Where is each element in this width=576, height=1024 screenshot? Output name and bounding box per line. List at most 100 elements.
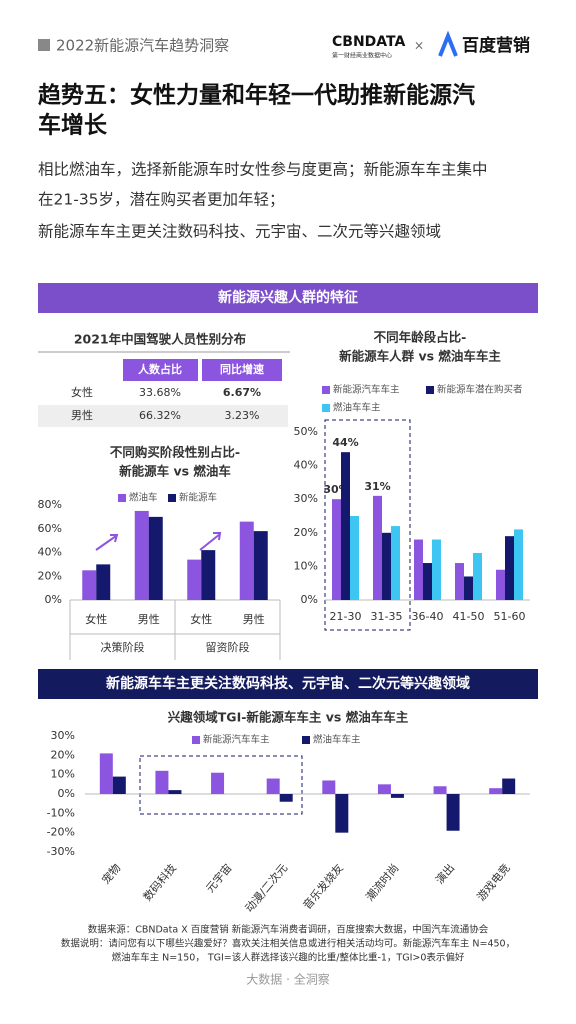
title: 车增长 bbox=[38, 112, 108, 139]
x-tick-label: 女性 bbox=[190, 612, 212, 626]
table-header: 人数占比 bbox=[138, 362, 182, 376]
header-icon bbox=[38, 39, 50, 51]
section-band bbox=[38, 283, 538, 313]
bar bbox=[390, 794, 404, 798]
y-tick-label: -30% bbox=[47, 845, 75, 858]
times: × bbox=[414, 39, 424, 53]
y-tick-label: 40% bbox=[294, 459, 318, 472]
y-tick-label: 80% bbox=[38, 498, 62, 511]
bar bbox=[335, 794, 349, 833]
x-tick-label: 51-60 bbox=[494, 610, 526, 623]
bar bbox=[279, 794, 293, 802]
bar bbox=[322, 780, 336, 794]
x-tick-label: 男性 bbox=[243, 612, 265, 626]
bar bbox=[414, 539, 423, 600]
table-cell: 女性 bbox=[71, 385, 93, 399]
x-tick-label: 音乐发烧友 bbox=[300, 861, 346, 912]
value-label: 44% bbox=[332, 436, 358, 449]
body-text: 在21-35岁，潜在购买者更加年轻； bbox=[38, 191, 285, 209]
x-tick-label: 36-40 bbox=[412, 610, 444, 623]
arrow bbox=[95, 534, 119, 551]
x-tick-label: 女性 bbox=[85, 612, 107, 626]
section-title: 新能源兴趣人群的特征 bbox=[218, 289, 358, 306]
chart-title: 新能源车人群 vs 燃油车车主 bbox=[339, 349, 501, 364]
x-tick-label: 宠物 bbox=[99, 861, 124, 887]
legend-label: 新能源车 bbox=[179, 492, 217, 504]
y-tick-label: 10% bbox=[51, 768, 75, 781]
bar bbox=[377, 784, 391, 794]
body-text: 新能源车车主更关注数码科技、元宇宙、二次元等兴趣领域 bbox=[38, 223, 441, 241]
bar bbox=[502, 778, 516, 794]
bar bbox=[382, 532, 391, 600]
x-tick-label: 演出 bbox=[432, 861, 457, 887]
bar bbox=[473, 552, 482, 600]
bar bbox=[332, 499, 341, 600]
y-tick-label: 30% bbox=[51, 729, 75, 742]
highlight-box bbox=[139, 755, 303, 815]
group-label: 决策阶段 bbox=[101, 640, 145, 654]
x-tick-label: 41-50 bbox=[453, 610, 485, 623]
y-tick-label: 10% bbox=[294, 559, 318, 572]
x-tick-label: 21-30 bbox=[330, 610, 362, 623]
footnote: 数据说明：请问您有以下哪些兴趣爱好？喜欢关注相关信息或进行相关活动均可。新能源汽… bbox=[61, 938, 515, 950]
bar bbox=[134, 510, 149, 600]
y-tick-label: 20% bbox=[51, 748, 75, 761]
footnote: 燃油车车主 N=150， TGI=该人群选择该兴趣的比重/整体比重-1，TGI>… bbox=[112, 952, 465, 964]
table-title: 2021年中国驾驶人员性别分布 bbox=[74, 332, 247, 347]
bar bbox=[112, 776, 126, 794]
legend-label: 燃油车车主 bbox=[313, 734, 361, 746]
y-tick-label: 30% bbox=[294, 492, 318, 505]
legend-swatch bbox=[322, 404, 330, 412]
x-tick-label: 男性 bbox=[138, 612, 160, 626]
table-row-bg bbox=[38, 405, 288, 427]
bar bbox=[99, 753, 113, 794]
bar bbox=[341, 452, 350, 600]
legend-swatch bbox=[302, 736, 310, 744]
legend-label: 燃油车车主 bbox=[333, 402, 381, 414]
table-cell: 66.32% bbox=[139, 409, 181, 422]
bar bbox=[433, 786, 447, 794]
section-band bbox=[38, 669, 538, 699]
table-header-cell bbox=[202, 359, 282, 381]
logo: CBNDATA bbox=[332, 34, 405, 50]
report-name: 2022新能源汽车趋势洞察 bbox=[56, 37, 229, 55]
chart-title: 兴趣领域TGI-新能源车车主 vs 燃油车车主 bbox=[168, 710, 409, 725]
bar bbox=[82, 570, 97, 600]
legend-label: 新能源汽车车主 bbox=[203, 734, 270, 746]
logo: 百度营销 bbox=[462, 35, 530, 56]
y-tick-label: 20% bbox=[294, 526, 318, 539]
table-cell: 6.67% bbox=[223, 386, 261, 399]
x-tick-label: 游戏电竞 bbox=[474, 861, 513, 904]
bar bbox=[446, 794, 460, 831]
bar bbox=[211, 772, 225, 794]
footnote: 数据来源：CBNData X 百度营销 新能源汽车消费者调研，百度搜索大数据，中… bbox=[88, 924, 489, 936]
table-cell: 33.68% bbox=[139, 386, 181, 399]
body-text: 相比燃油车，选择新能源车时女性参与度更高；新能源车车主集中 bbox=[38, 160, 488, 179]
section-title: 新能源车车主更关注数码科技、元宇宙、二次元等兴趣领域 bbox=[106, 675, 470, 692]
y-tick-label: -20% bbox=[47, 826, 75, 839]
legend-swatch bbox=[168, 494, 176, 502]
bar bbox=[505, 536, 514, 600]
x-tick-label: 潮流时尚 bbox=[363, 861, 402, 904]
title: 趋势五：女性力量和年轻一代助推新能源汽 bbox=[38, 82, 475, 109]
bar bbox=[423, 563, 432, 600]
bar bbox=[253, 531, 268, 600]
bar bbox=[373, 495, 382, 600]
bar bbox=[155, 770, 169, 794]
bar bbox=[187, 559, 202, 600]
arrow bbox=[199, 532, 222, 551]
x-tick-label: 31-35 bbox=[371, 610, 403, 623]
bar bbox=[391, 526, 400, 600]
y-tick-label: 40% bbox=[38, 546, 62, 559]
bar bbox=[432, 539, 441, 600]
bar bbox=[350, 516, 359, 600]
x-tick-label: 动漫/二次元 bbox=[242, 861, 290, 915]
chart-title: 不同年龄段占比- bbox=[374, 330, 467, 345]
bar bbox=[148, 516, 163, 600]
bar bbox=[239, 521, 254, 600]
legend-label: 燃油车 bbox=[129, 492, 158, 504]
y-tick-label: 50% bbox=[294, 425, 318, 438]
legend-swatch bbox=[192, 736, 200, 744]
chart-title: 不同购买阶段性别占比- bbox=[110, 445, 240, 460]
